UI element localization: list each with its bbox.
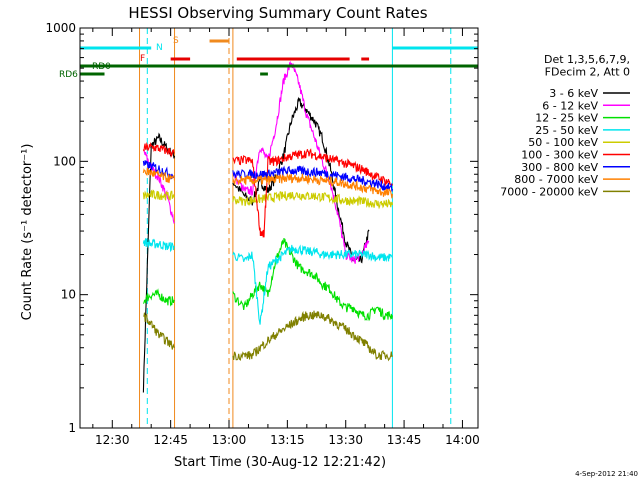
chart-title: HESSI Observing Summary Count Rates: [128, 4, 427, 22]
series-line-5-0: [142, 141, 175, 158]
series-line-4-0: [142, 189, 175, 201]
legend-label-0: 3 - 6 keV: [549, 87, 598, 100]
series-line-7-1: [232, 172, 393, 199]
x-tick-label-4: 13:30: [328, 433, 363, 447]
series-line-3-0: [142, 238, 175, 253]
series-line-0-1: [232, 96, 370, 264]
legend-label-3: 25 - 50 keV: [535, 124, 598, 137]
series-5: [142, 141, 393, 238]
legend-label-2: 12 - 25 keV: [535, 112, 598, 125]
flag-label-rd6: RD6: [59, 70, 78, 80]
x-tick-label-6: 14:00: [445, 433, 480, 447]
y-tick-label-0: 1: [68, 421, 76, 435]
footer-timestamp: 4-Sep-2012 21:40: [575, 470, 638, 478]
legend: Det 1,3,5,6,7,9,FDecim 2, Att 0 3 - 6 keV…: [500, 53, 630, 198]
flag-label-n: N: [156, 43, 163, 53]
series-line-8-1: [232, 310, 393, 362]
series-line-6-0: [142, 160, 175, 180]
series-line-6-1: [232, 165, 393, 192]
series-7: [142, 167, 393, 199]
x-tick-label-3: 13:15: [270, 433, 305, 447]
series-line-0-0: [142, 132, 176, 393]
legend-label-8: 7000 - 20000 keV: [500, 185, 598, 198]
series-line-1-0: [143, 149, 175, 225]
series-2: [142, 237, 393, 322]
x-axis-label: Start Time (30-Aug-12 12:21:42): [174, 455, 386, 470]
series-1: [143, 60, 370, 264]
status-flags: NS F RD0 RD6: [59, 36, 478, 80]
series-3: [142, 238, 393, 325]
y-tick-label-2: 100: [53, 154, 76, 168]
series-line-2-0: [142, 288, 175, 307]
legend-label-6: 300 - 800 keV: [521, 161, 598, 174]
y-axis-label: Count Rate (s⁻¹ detector⁻¹): [20, 144, 35, 321]
series-8: [143, 310, 393, 362]
series-4: [142, 189, 393, 210]
series-line-2-1: [232, 237, 393, 322]
legend-label-4: 50 - 100 keV: [528, 136, 598, 149]
flag-label-s: S: [173, 36, 179, 46]
x-tick-label-2: 13:00: [212, 433, 247, 447]
series-line-7-0: [142, 167, 176, 184]
legend-label-7: 800 - 7000 keV: [514, 173, 598, 186]
series-0: [142, 96, 370, 393]
legend-label-1: 6 - 12 keV: [542, 99, 598, 112]
axes: 1 10 100 1000 12:30 12:45 13:00 13:15 13:30 13:45…: [45, 21, 479, 447]
series-line-5-1: [232, 148, 393, 238]
x-tick-label-1: 12:45: [153, 433, 188, 447]
series-line-1-1: [232, 60, 370, 264]
x-tick-label-5: 13:45: [387, 433, 422, 447]
flag-label-rd0: RD0: [92, 62, 111, 72]
x-tick-label-0: 12:30: [95, 433, 130, 447]
legend-label-5: 100 - 300 keV: [521, 149, 598, 162]
series-line-4-1: [232, 191, 393, 210]
series-6: [142, 160, 393, 192]
series-line-8-0: [143, 312, 175, 350]
legend-header-0: Det 1,3,5,6,7,9,: [544, 53, 630, 66]
y-tick-label-1: 10: [61, 288, 76, 302]
series-line-3-1: [232, 244, 393, 325]
flag-label-f: F: [140, 54, 145, 64]
legend-header-1: FDecim 2, Att 0: [545, 66, 630, 79]
y-tick-label-3: 1000: [45, 21, 76, 35]
plot-area: [79, 28, 452, 428]
plot-frame: [79, 27, 479, 429]
